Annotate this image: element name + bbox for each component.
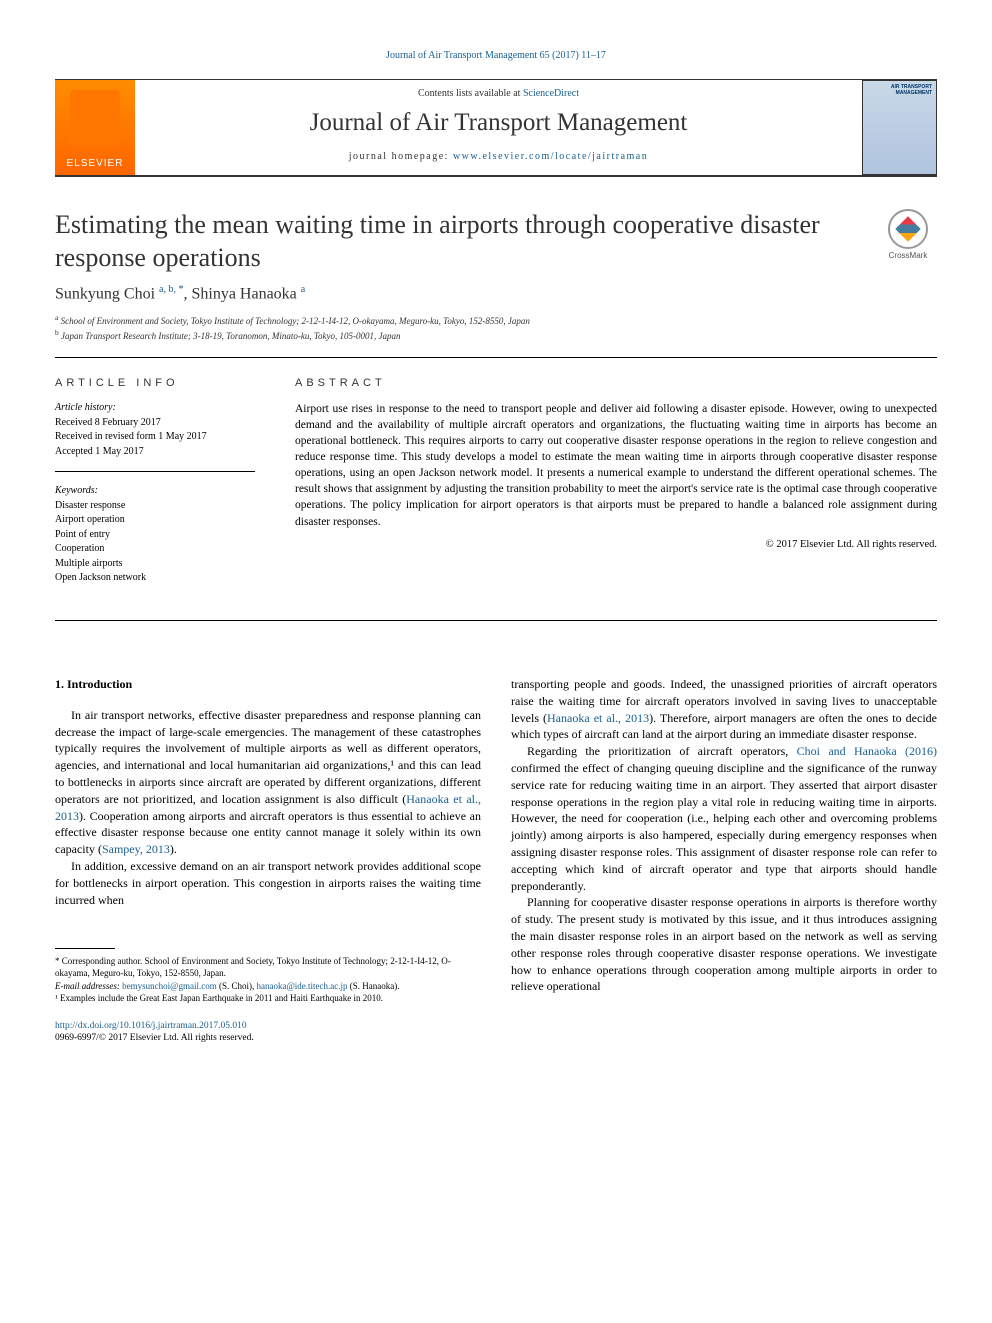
email-link[interactable]: bemysunchoi@gmail.com <box>122 981 217 991</box>
header-center: Contents lists available at ScienceDirec… <box>135 80 862 175</box>
body-paragraph: Regarding the prioritization of aircraft… <box>511 743 937 894</box>
citation-line[interactable]: Journal of Air Transport Management 65 (… <box>55 50 937 61</box>
article-info-column: ARTICLE INFO Article history: Received 8… <box>55 376 255 610</box>
body-paragraph: In addition, excessive demand on an air … <box>55 858 481 908</box>
affiliations: a School of Environment and Society, Tok… <box>55 313 937 342</box>
history-received: Received 8 February 2017 <box>55 416 255 431</box>
email-link[interactable]: hanaoka@ide.titech.ac.jp <box>256 981 347 991</box>
article-history-block: Article history: Received 8 February 201… <box>55 401 255 472</box>
keyword-item: Cooperation <box>55 542 255 557</box>
journal-homepage-line: journal homepage: www.elsevier.com/locat… <box>135 151 862 162</box>
crossmark-icon <box>888 209 928 249</box>
corr-author-footnote: * Corresponding author. School of Enviro… <box>55 955 481 979</box>
sciencedirect-link[interactable]: ScienceDirect <box>523 88 579 99</box>
abstract-column: ABSTRACT Airport use rises in response t… <box>295 376 937 610</box>
abstract-text: Airport use rises in response to the nee… <box>295 401 937 530</box>
history-accepted: Accepted 1 May 2017 <box>55 445 255 460</box>
body-paragraph: In air transport networks, effective dis… <box>55 707 481 858</box>
homepage-prefix: journal homepage: <box>349 151 453 162</box>
elsevier-logo: ELSEVIER <box>55 80 135 175</box>
doi-link[interactable]: http://dx.doi.org/10.1016/j.jairtraman.2… <box>55 1021 247 1031</box>
journal-name: Journal of Air Transport Management <box>135 109 862 137</box>
keyword-item: Multiple airports <box>55 557 255 572</box>
authors-line: Sunkyung Choi a, b, *, Shinya Hanaoka a <box>55 284 937 303</box>
affiliation-line: a School of Environment and Society, Tok… <box>55 313 937 328</box>
footnote-divider <box>55 948 115 949</box>
article-title: Estimating the mean waiting time in airp… <box>55 209 879 274</box>
crossmark-badge[interactable]: CrossMark <box>879 209 937 260</box>
keyword-item: Point of entry <box>55 528 255 543</box>
citation-link[interactable]: Hanaoka et al., 2013 <box>547 711 649 725</box>
homepage-link[interactable]: www.elsevier.com/locate/jairtraman <box>453 151 648 162</box>
history-heading: Article history: <box>55 401 255 416</box>
body-paragraph: Planning for cooperative disaster respon… <box>511 894 937 995</box>
journal-cover-thumbnail: AIR TRANSPORT MANAGEMENT <box>862 80 937 175</box>
keyword-item: Open Jackson network <box>55 571 255 586</box>
divider-rule-2 <box>55 620 937 621</box>
journal-header: ELSEVIER Contents lists available at Sci… <box>55 79 937 177</box>
body-paragraph: transporting people and goods. Indeed, t… <box>511 676 937 743</box>
divider-rule <box>55 357 937 358</box>
copyright-line: © 2017 Elsevier Ltd. All rights reserved… <box>295 538 937 553</box>
info-abstract-row: ARTICLE INFO Article history: Received 8… <box>55 376 937 610</box>
elsevier-logo-text: ELSEVIER <box>67 158 124 169</box>
citation-link[interactable]: Choi and Hanaoka (2016) <box>797 744 937 758</box>
doi-block: http://dx.doi.org/10.1016/j.jairtraman.2… <box>55 1020 481 1045</box>
crossmark-label: CrossMark <box>879 251 937 260</box>
body-column-right: transporting people and goods. Indeed, t… <box>511 676 937 1045</box>
contents-available-line: Contents lists available at ScienceDirec… <box>135 88 862 99</box>
citation-link[interactable]: Sampey, 2013 <box>102 842 170 856</box>
email-footnote: E-mail addresses: bemysunchoi@gmail.com … <box>55 980 481 992</box>
keywords-heading: Keywords: <box>55 484 255 499</box>
journal-cover-title: AIR TRANSPORT MANAGEMENT <box>863 85 932 96</box>
contents-prefix: Contents lists available at <box>418 88 523 99</box>
footnotes: * Corresponding author. School of Enviro… <box>55 955 481 1004</box>
title-row: Estimating the mean waiting time in airp… <box>55 209 937 274</box>
body-columns: 1. Introduction In air transport network… <box>55 676 937 1045</box>
keywords-block: Keywords: Disaster responseAirport opera… <box>55 484 255 598</box>
issn-copyright: 0969-6997/© 2017 Elsevier Ltd. All right… <box>55 1033 254 1043</box>
article-info-heading: ARTICLE INFO <box>55 376 255 392</box>
affiliation-line: b Japan Transport Research Institute; 3-… <box>55 328 937 343</box>
section-1-heading: 1. Introduction <box>55 676 481 693</box>
body-column-left: 1. Introduction In air transport network… <box>55 676 481 1045</box>
history-revised: Received in revised form 1 May 2017 <box>55 430 255 445</box>
keyword-item: Disaster response <box>55 499 255 514</box>
keyword-item: Airport operation <box>55 513 255 528</box>
footnote-1: ¹ Examples include the Great East Japan … <box>55 992 481 1004</box>
abstract-heading: ABSTRACT <box>295 376 937 391</box>
